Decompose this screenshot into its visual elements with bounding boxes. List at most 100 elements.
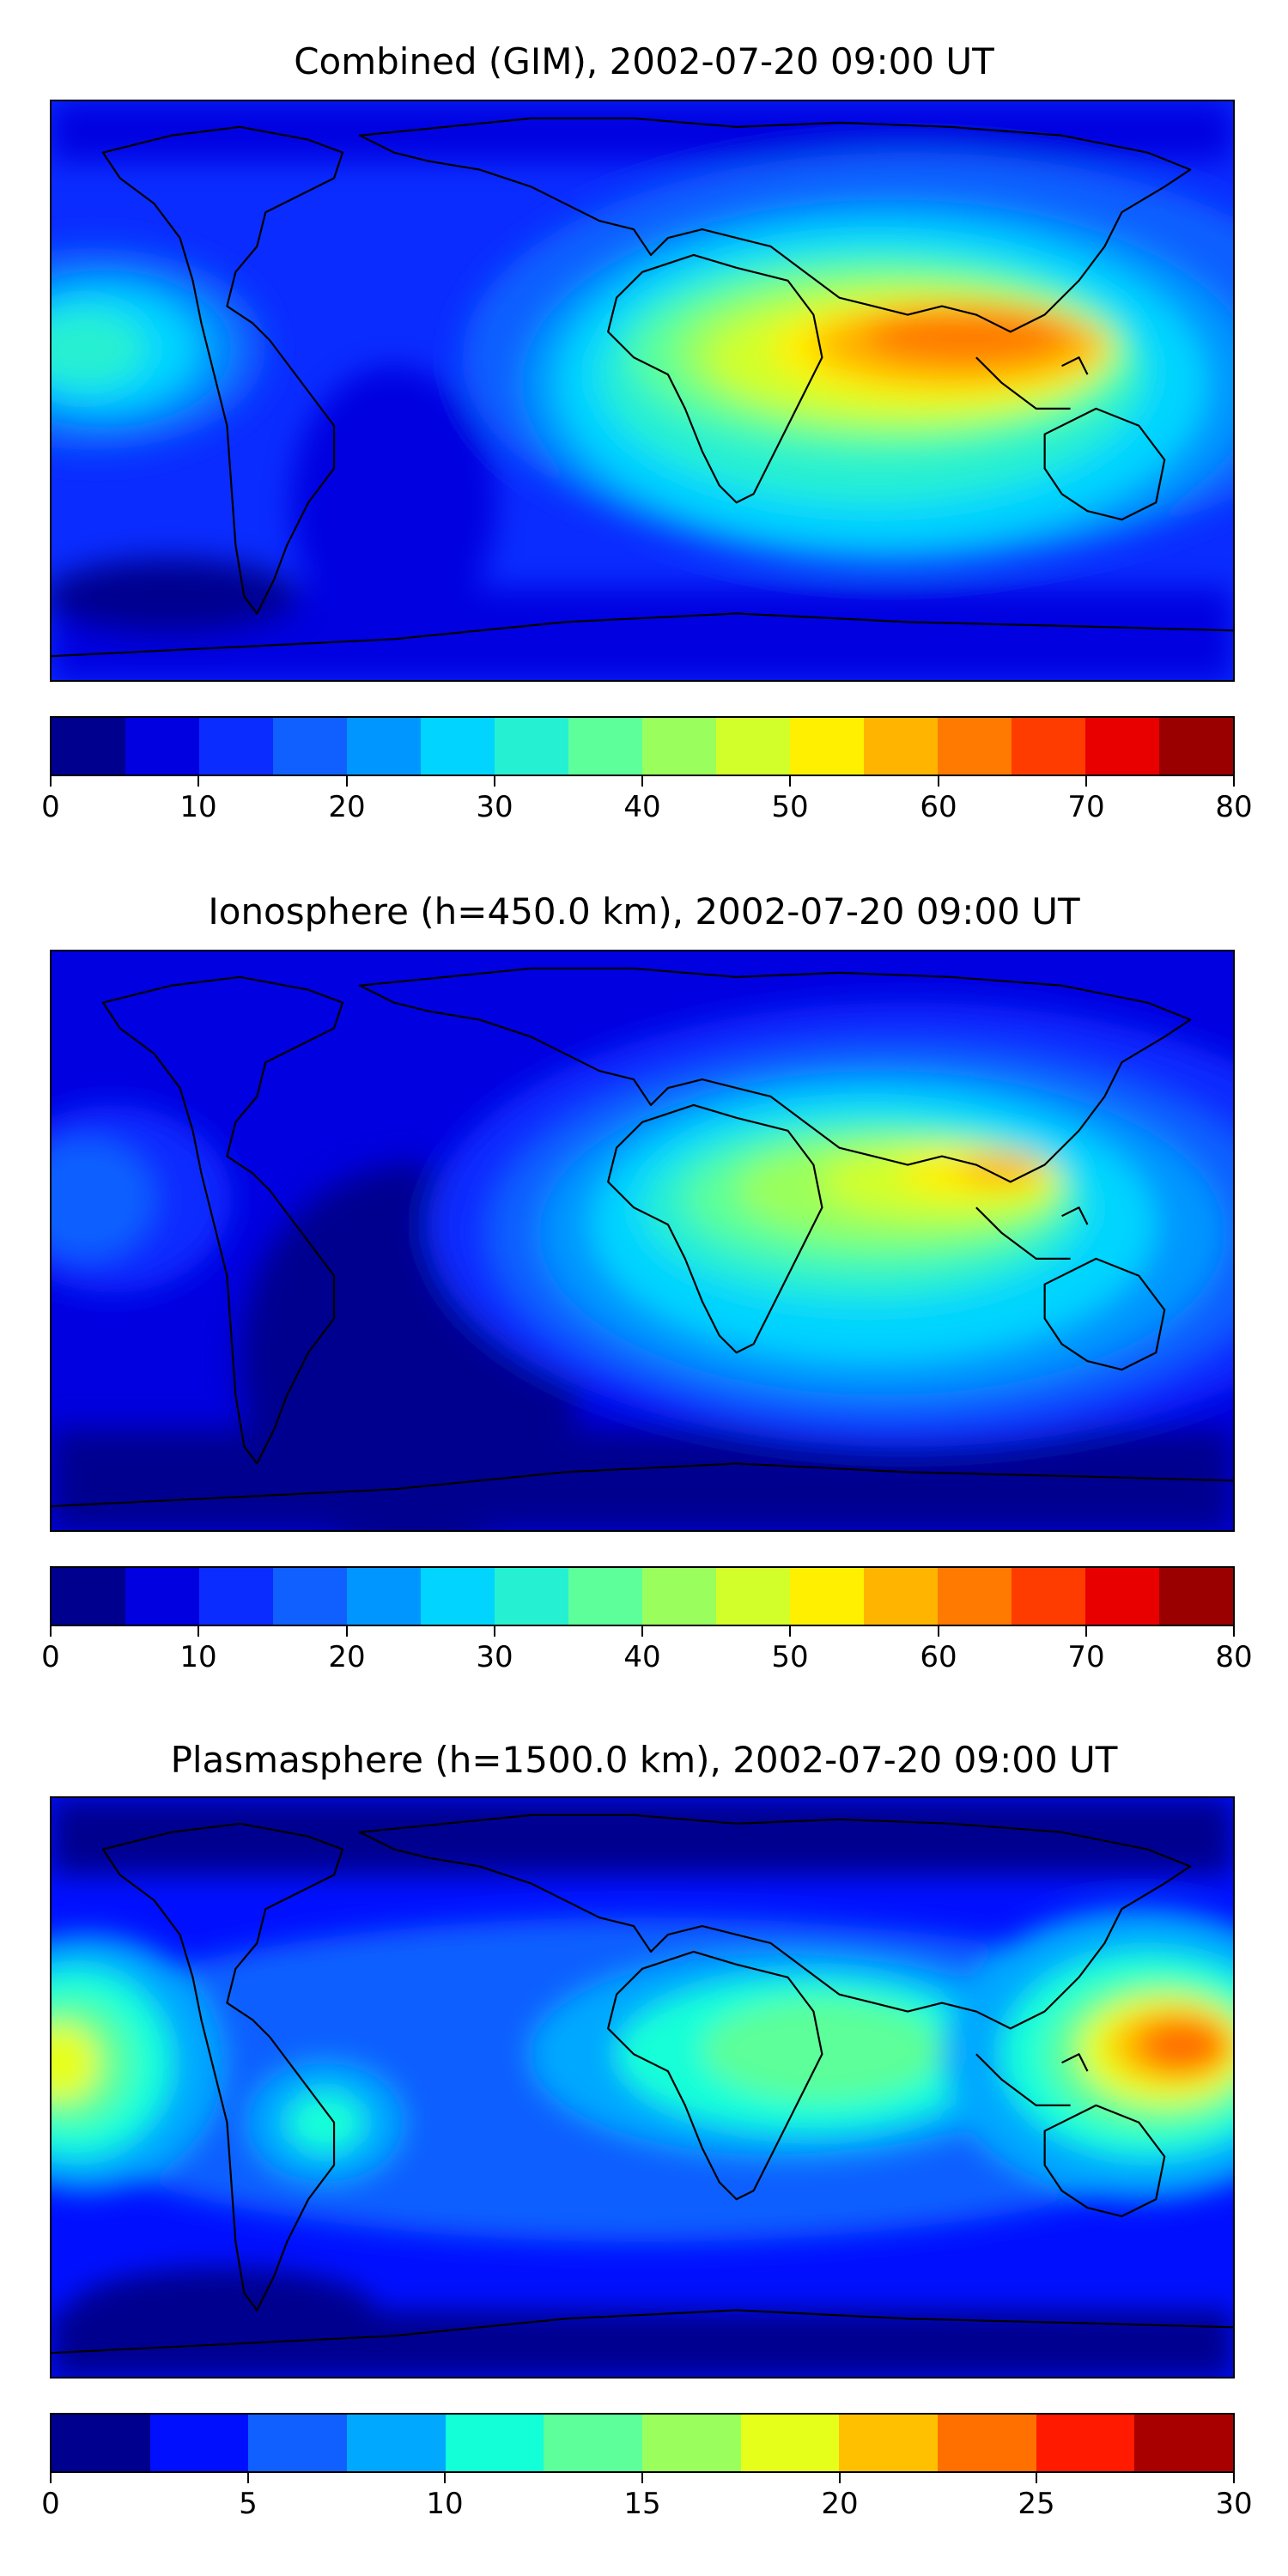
colorbar-segment — [248, 2415, 348, 2471]
panel-1-title: Combined (GIM), 2002-07-20 09:00 UT — [294, 40, 994, 82]
colorbar-tick-label: 25 — [1018, 2487, 1055, 2521]
colorbar-segment — [273, 1568, 347, 1625]
colorbar-tick-label: 10 — [426, 2487, 464, 2521]
colorbar-tick-label: 10 — [179, 790, 217, 824]
colorbar-tick-label: 5 — [239, 2487, 258, 2521]
panel-2-coastlines — [52, 967, 1233, 1508]
colorbar-segment — [1085, 1568, 1159, 1625]
colorbar-tick-mark — [346, 1626, 348, 1637]
colorbar-tick-mark — [839, 2473, 841, 2483]
colorbar-tick-mark — [1085, 1626, 1087, 1637]
colorbar-segment — [642, 1568, 716, 1625]
colorbar-segment — [1159, 718, 1233, 775]
colorbar-tick-label: 0 — [41, 790, 60, 824]
colorbar-segment — [790, 718, 864, 775]
panel-2-title: Ionosphere (h=450.0 km), 2002-07-20 09:0… — [208, 890, 1080, 933]
panel-3-title: Plasmasphere (h=1500.0 km), 2002-07-20 0… — [170, 1739, 1118, 1781]
panel-1-coastlines — [52, 117, 1233, 658]
colorbar-tick-label: 40 — [623, 790, 661, 824]
colorbar-segment — [347, 2415, 446, 2471]
colorbar-tick-label: 20 — [328, 1640, 366, 1674]
colorbar-segment — [938, 718, 1012, 775]
colorbar-tick-label: 0 — [41, 1640, 60, 1674]
colorbar-tick-label: 30 — [476, 790, 513, 824]
panel-1-colorbar-ticks: 0 10 20 30 40 50 60 70 80 — [41, 776, 1253, 828]
colorbar-tick-label: 10 — [179, 1640, 217, 1674]
colorbar-segment — [125, 1568, 199, 1625]
panel-1-map — [50, 100, 1235, 682]
colorbar-tick-label: 30 — [1215, 2487, 1253, 2521]
colorbar-tick-mark — [444, 2473, 446, 2483]
colorbar-tick-mark — [641, 2473, 643, 2483]
colorbar-tick-mark — [197, 1626, 199, 1637]
colorbar-segment — [1012, 718, 1085, 775]
colorbar-segment — [568, 1568, 642, 1625]
panel-3-contour-map — [52, 1798, 1233, 2377]
panel-2-contour-map — [52, 951, 1233, 1530]
colorbar-segment — [495, 1568, 568, 1625]
colorbar-segment — [421, 718, 495, 775]
colorbar-tick-mark — [1036, 2473, 1037, 2483]
colorbar-segment — [1085, 718, 1159, 775]
panel-2-map — [50, 950, 1235, 1532]
panel-2-colorbar — [50, 1566, 1235, 1626]
colorbar-segment — [642, 718, 716, 775]
colorbar-tick-mark — [938, 776, 939, 787]
colorbar-tick-label: 50 — [771, 790, 809, 824]
colorbar-segment — [1012, 1568, 1085, 1625]
panel-1-contour-map — [52, 101, 1233, 680]
panel-1-colorbar — [50, 716, 1235, 776]
panel-3-colorbar — [50, 2413, 1235, 2473]
panel-3-map — [50, 1796, 1235, 2379]
colorbar-segment — [568, 718, 642, 775]
colorbar-tick-label: 80 — [1215, 790, 1253, 824]
colorbar-segment — [864, 1568, 938, 1625]
colorbar-segment — [642, 2415, 741, 2471]
colorbar-segment — [790, 1568, 864, 1625]
colorbar-tick-mark — [197, 776, 199, 787]
colorbar-tick-mark — [789, 1626, 791, 1637]
colorbar-tick-mark — [1233, 776, 1235, 787]
colorbar-segment — [938, 2415, 1036, 2471]
colorbar-segment — [544, 2415, 643, 2471]
colorbar-tick-mark — [247, 2473, 249, 2483]
colorbar-segment — [839, 2415, 939, 2471]
colorbar-segment — [273, 718, 347, 775]
colorbar-segment — [740, 2415, 840, 2471]
colorbar-tick-mark — [938, 1626, 939, 1637]
colorbar-tick-label: 70 — [1067, 790, 1105, 824]
colorbar-segment — [938, 1568, 1012, 1625]
colorbar-tick-label: 0 — [41, 2487, 60, 2521]
panel-3-coastlines — [52, 1814, 1233, 2354]
colorbar-segment — [716, 718, 790, 775]
colorbar-tick-label: 30 — [476, 1640, 513, 1674]
colorbar-tick-label: 70 — [1067, 1640, 1105, 1674]
colorbar-segment — [347, 1568, 421, 1625]
colorbar-segment — [149, 2415, 249, 2471]
colorbar-tick-mark — [1233, 1626, 1235, 1637]
colorbar-segment — [495, 718, 568, 775]
colorbar-tick-mark — [789, 776, 791, 787]
colorbar-segment — [445, 2415, 544, 2471]
colorbar-segment — [864, 718, 938, 775]
colorbar-segment — [199, 1568, 273, 1625]
colorbar-tick-mark — [1085, 776, 1087, 787]
colorbar-tick-label: 60 — [920, 1640, 957, 1674]
panel-3-colorbar-ticks: 0 5 10 15 20 25 30 — [41, 2473, 1253, 2524]
colorbar-segment — [1036, 2415, 1135, 2471]
colorbar-tick-mark — [50, 776, 52, 787]
panel-2-colorbar-ticks: 0 10 20 30 40 50 60 70 80 — [41, 1626, 1253, 1678]
colorbar-tick-mark — [494, 1626, 495, 1637]
colorbar-tick-mark — [50, 1626, 52, 1637]
colorbar-segment — [52, 1568, 125, 1625]
colorbar-segment — [1159, 1568, 1233, 1625]
colorbar-segment — [125, 718, 199, 775]
colorbar-segment — [347, 718, 421, 775]
colorbar-segment — [716, 1568, 790, 1625]
colorbar-tick-label: 20 — [328, 790, 366, 824]
colorbar-tick-mark — [50, 2473, 52, 2483]
colorbar-tick-mark — [1233, 2473, 1235, 2483]
colorbar-tick-mark — [641, 1626, 643, 1637]
colorbar-tick-label: 80 — [1215, 1640, 1253, 1674]
colorbar-tick-mark — [494, 776, 495, 787]
